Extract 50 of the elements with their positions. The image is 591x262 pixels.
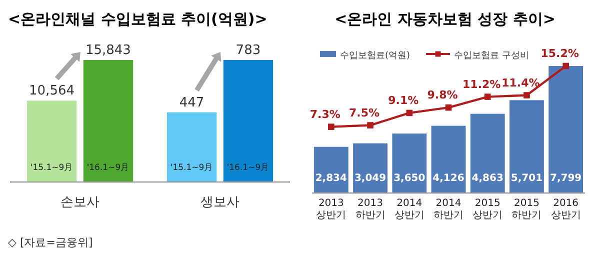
chart-title: <온라인채널 수입보험료 추이(억원)>	[8, 10, 268, 28]
x-tick-label: 2013 상반기	[316, 198, 346, 221]
legend-label: 수입보험료(억원)	[340, 51, 410, 61]
point	[406, 110, 413, 116]
x-tick-label: '15.1~9月	[30, 163, 74, 173]
data-label: 15,843	[85, 43, 131, 58]
x-tick-label: 2015 상반기	[472, 198, 503, 221]
data-label: 783	[236, 43, 261, 58]
data-label: 10,564	[29, 84, 75, 99]
data-label: 4,863	[472, 173, 504, 184]
x-tick-label: 2015 하반기	[512, 198, 542, 221]
data-label: 15.2%	[540, 47, 579, 60]
x-tick-label: '16.1~9月	[86, 163, 130, 173]
legend-label: 수입보험료 구성비	[454, 51, 529, 61]
x-axis-title: 생보사	[200, 195, 240, 210]
data-label: 447	[179, 95, 204, 110]
x-tick-label: 2014 상반기	[394, 198, 424, 221]
data-label: 4,126	[432, 173, 464, 184]
bar	[470, 114, 505, 193]
bar	[510, 100, 544, 193]
data-label: 7,799	[550, 173, 582, 184]
bar	[314, 146, 348, 193]
point	[328, 124, 334, 130]
data-label: 7.3%	[310, 108, 340, 121]
x-tick-label: 2013 하반기	[355, 198, 386, 221]
point	[367, 122, 374, 128]
text: ◇ [자료=금융위]	[8, 236, 93, 249]
data-label: 3,049	[354, 173, 386, 184]
data-label: 9.1%	[388, 94, 419, 107]
x-tick-label: '16.1~9月	[226, 163, 270, 173]
point	[562, 62, 569, 70]
x-tick-label: 2014 하반기	[434, 198, 464, 221]
bar	[548, 66, 584, 193]
x-tick-label: 2016 상반기	[550, 198, 581, 221]
x-tick-label: '15.1~9月	[170, 163, 214, 173]
bar	[431, 126, 466, 193]
data-label: 7.5%	[349, 106, 380, 120]
data-label: 11.2%	[462, 78, 501, 91]
data-label: 3,650	[394, 173, 426, 184]
bar	[392, 134, 427, 193]
point	[445, 104, 452, 111]
data-label: 5,701	[510, 173, 543, 184]
bar	[353, 143, 388, 193]
data-label: 2,834	[315, 173, 348, 184]
point	[524, 92, 530, 98]
data-label: 11.4%	[502, 76, 540, 90]
point	[484, 94, 491, 100]
x-axis-title: 손보사	[60, 195, 100, 210]
data-label: 9.8%	[427, 88, 458, 102]
chart-title: <온라인 자동차보험 성장 추이>	[334, 10, 556, 28]
